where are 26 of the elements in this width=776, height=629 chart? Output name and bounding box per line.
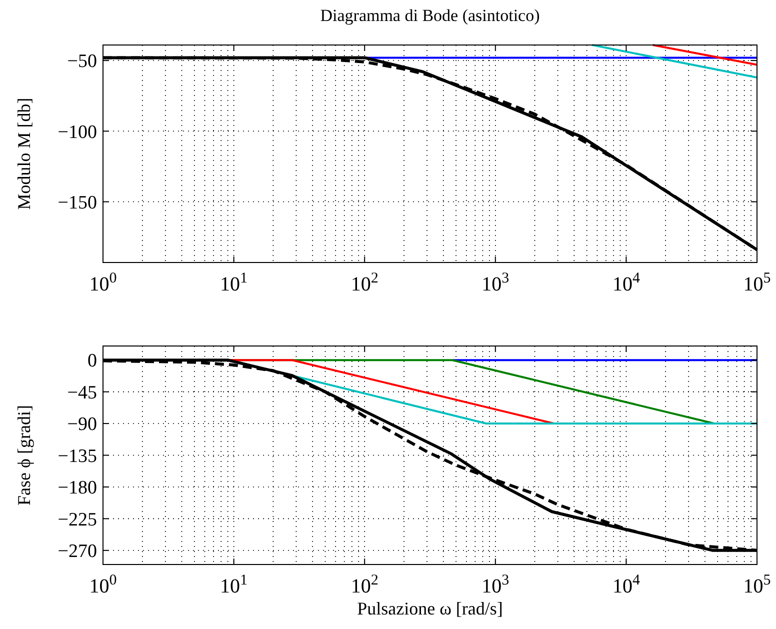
x-tick-label: 10$^{5}$ — [743, 270, 771, 296]
y-tick-label: −135 — [58, 446, 97, 467]
y-tick-label: 0 — [88, 350, 97, 372]
y-tick-label: −180 — [58, 478, 97, 499]
y-tick-label: −100 — [58, 122, 97, 143]
x-tick-label: 10$^{4}$ — [612, 270, 640, 296]
y-axis-title: Modulo M [db] — [14, 98, 34, 210]
y-tick-label: −45 — [67, 382, 97, 404]
x-axis-title: Pulsazione ω [rad/s] — [357, 598, 503, 618]
y-tick-label: −50 — [67, 51, 97, 72]
y-tick-label: −90 — [67, 414, 97, 436]
x-tick-label: 10$^{1}$ — [220, 572, 248, 598]
x-tick-label: 10$^{2}$ — [350, 572, 378, 598]
x-tick-label: 10$^{4}$ — [612, 572, 640, 598]
y-tick-label: −225 — [58, 509, 97, 530]
x-tick-label: 10$^{2}$ — [350, 270, 378, 296]
y-axis-title: Fase ϕ [gradi] — [14, 405, 34, 506]
x-tick-label: 10$^{3}$ — [482, 572, 510, 598]
x-tick-label: 10$^{3}$ — [482, 270, 510, 296]
y-tick-label: −270 — [58, 541, 97, 562]
chart-title: Diagramma di Bode (asintotico) — [320, 6, 540, 25]
x-tick-label: 10$^{1}$ — [220, 270, 248, 296]
y-tick-label: −150 — [58, 192, 97, 214]
x-tick-label: 10$^{0}$ — [89, 572, 117, 598]
x-tick-label: 10$^{5}$ — [743, 572, 771, 598]
x-tick-label: 10$^{0}$ — [89, 270, 117, 296]
